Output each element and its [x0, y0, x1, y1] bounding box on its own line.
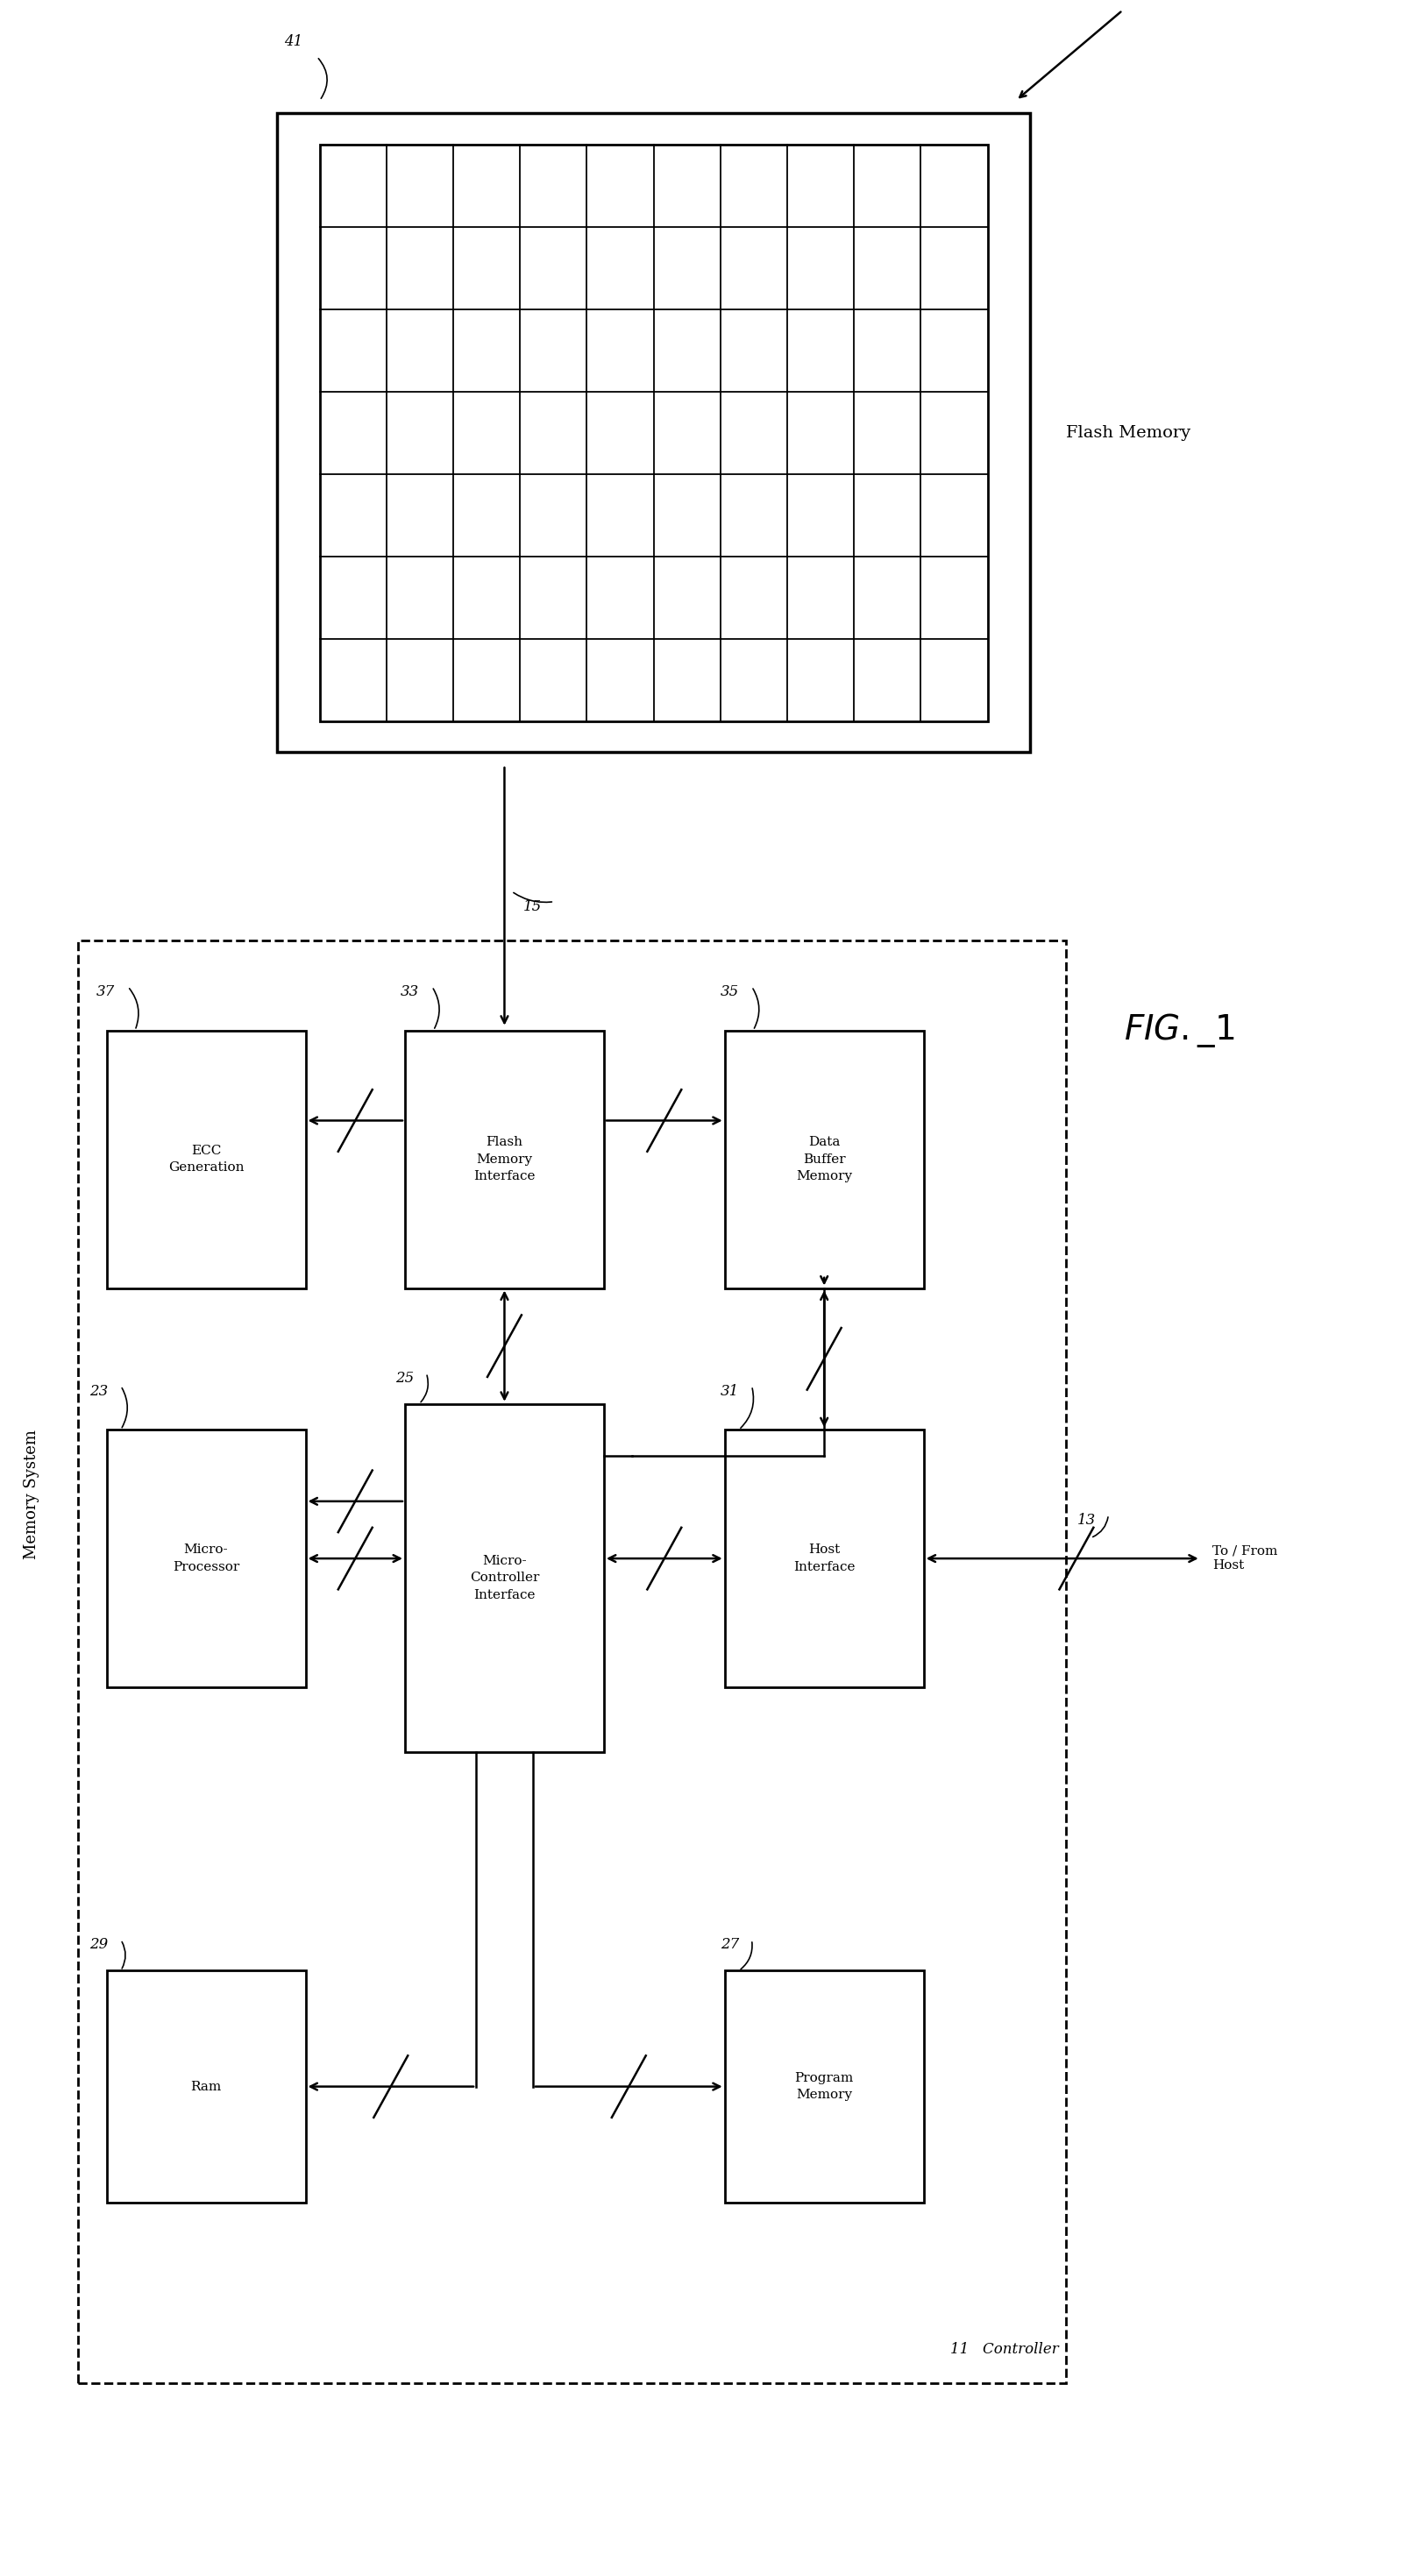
- Text: 25: 25: [395, 1370, 414, 1386]
- Text: Data
Buffer
Memory: Data Buffer Memory: [796, 1136, 853, 1182]
- Text: ECC
Generation: ECC Generation: [168, 1144, 244, 1175]
- FancyArrowPatch shape: [433, 989, 439, 1028]
- FancyArrowPatch shape: [753, 989, 759, 1028]
- Bar: [107, 1430, 306, 1687]
- Text: Program
Memory: Program Memory: [794, 2071, 854, 2102]
- FancyArrowPatch shape: [122, 1942, 125, 1968]
- FancyArrowPatch shape: [740, 1942, 752, 1968]
- Text: $\mathit{FIG.\_1}$: $\mathit{FIG.\_1}$: [1124, 1012, 1235, 1048]
- Text: Flash
Memory
Interface: Flash Memory Interface: [473, 1136, 536, 1182]
- Text: 35: 35: [720, 984, 739, 999]
- Text: 15: 15: [523, 899, 541, 914]
- Text: 29: 29: [90, 1937, 108, 1953]
- Bar: [405, 1030, 604, 1288]
- Text: Ram: Ram: [190, 2081, 222, 2092]
- Bar: [725, 1030, 924, 1288]
- Bar: [725, 1430, 924, 1687]
- Text: Micro-
Controller
Interface: Micro- Controller Interface: [470, 1553, 539, 1602]
- Bar: [107, 1030, 306, 1288]
- Bar: [78, 940, 1066, 2383]
- Text: 41: 41: [284, 33, 303, 49]
- FancyArrowPatch shape: [1093, 1517, 1108, 1538]
- FancyArrowPatch shape: [513, 894, 551, 902]
- Bar: [405, 1404, 604, 1752]
- Text: To / From
Host: To / From Host: [1212, 1546, 1277, 1571]
- Text: Micro-
Processor: Micro- Processor: [172, 1543, 240, 1574]
- FancyArrowPatch shape: [421, 1376, 428, 1401]
- Text: 27: 27: [720, 1937, 739, 1953]
- FancyArrowPatch shape: [740, 1388, 753, 1427]
- Text: 17: 17: [1127, 0, 1145, 3]
- Text: 37: 37: [97, 984, 115, 999]
- Text: Flash Memory: Flash Memory: [1066, 425, 1191, 440]
- Text: 31: 31: [720, 1383, 739, 1399]
- Bar: [277, 113, 1030, 752]
- Text: 33: 33: [401, 984, 419, 999]
- Text: Memory System: Memory System: [23, 1430, 40, 1558]
- Text: 23: 23: [90, 1383, 108, 1399]
- Text: 11   Controller: 11 Controller: [951, 2342, 1059, 2357]
- Bar: [320, 144, 988, 721]
- Text: Host
Interface: Host Interface: [793, 1543, 855, 1574]
- Bar: [725, 1971, 924, 2202]
- FancyArrowPatch shape: [129, 989, 138, 1028]
- FancyArrowPatch shape: [318, 59, 327, 98]
- Bar: [107, 1971, 306, 2202]
- FancyArrowPatch shape: [122, 1388, 128, 1427]
- Text: 13: 13: [1077, 1512, 1096, 1528]
